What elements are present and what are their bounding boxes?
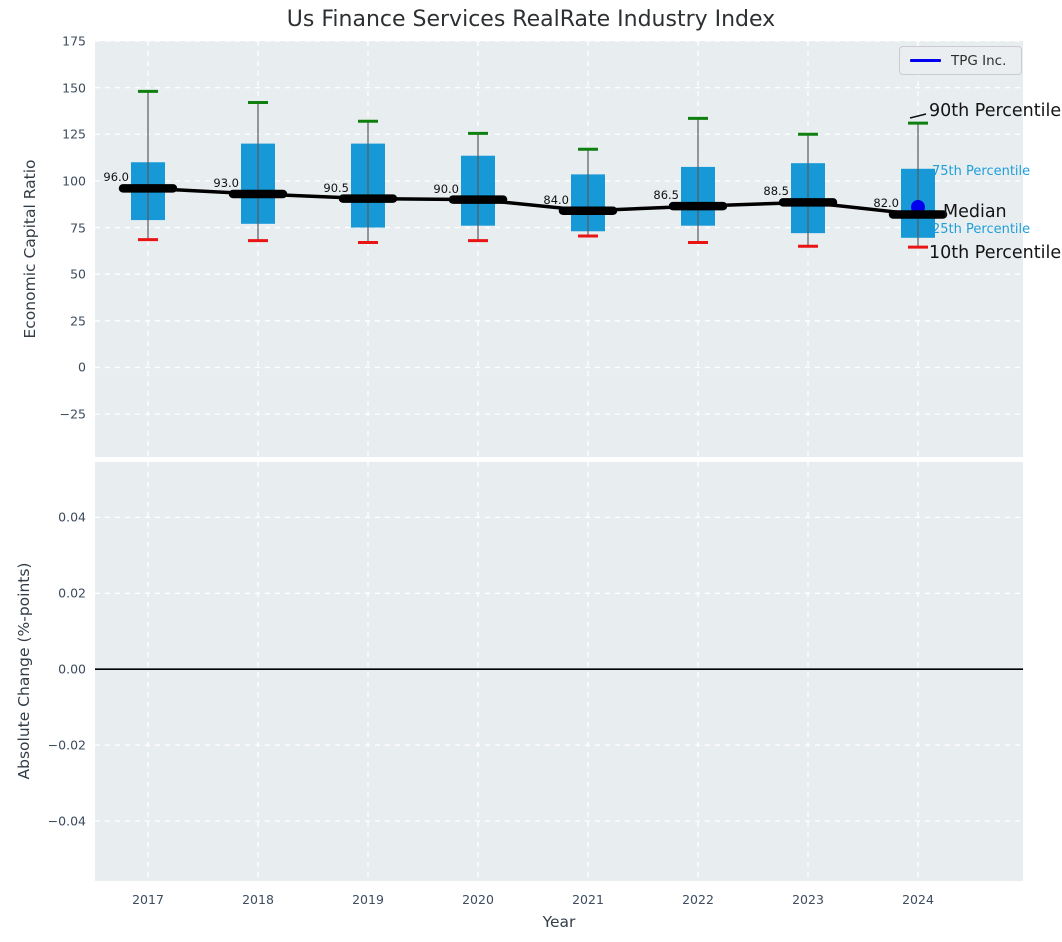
y-tick-label: 125 — [62, 126, 86, 142]
median-value-label: 84.0 — [543, 192, 569, 207]
median-value-label: 82.0 — [873, 196, 899, 211]
annotation-75th-percentile: 75th Percentile — [932, 164, 1031, 179]
legend: TPG Inc. — [899, 46, 1022, 75]
x-tick-label: 2017 — [132, 892, 164, 907]
x-tick-label: 2020 — [462, 892, 494, 907]
median-value-label: 96.0 — [103, 170, 129, 185]
annotation-90th-percentile: 90th Percentile — [929, 101, 1062, 121]
y-tick-label: 175 — [62, 33, 86, 49]
annotation-leader-90th — [909, 113, 927, 119]
bottom-axes — [95, 462, 1023, 881]
median-value-label: 90.5 — [323, 180, 349, 195]
bottom-axes-canvas — [95, 462, 1023, 881]
y-tick-label: −0.02 — [47, 737, 86, 753]
legend-line-sample — [910, 59, 941, 62]
top-axes-canvas — [95, 41, 1023, 457]
y-tick-label: −25 — [59, 406, 86, 422]
y-tick-label: 50 — [70, 266, 86, 282]
x-tick-label: 2018 — [242, 892, 274, 907]
annotation-median: Median — [943, 202, 1007, 222]
median-value-label: 93.0 — [213, 175, 239, 190]
y-tick-label: 0.02 — [58, 585, 86, 601]
y-tick-label: 100 — [62, 173, 86, 189]
x-tick-label: 2019 — [352, 892, 384, 907]
median-value-label: 88.5 — [763, 184, 789, 199]
y-tick-label: 0.04 — [58, 509, 86, 525]
annotation-25th-percentile: 25th Percentile — [932, 222, 1031, 237]
median-value-label: 86.5 — [653, 188, 679, 203]
median-value-label: 90.0 — [433, 181, 459, 196]
y-tick-label: 75 — [70, 220, 86, 236]
chart-title: Us Finance Services RealRate Industry In… — [286, 7, 776, 32]
y-tick-label: 0.00 — [58, 661, 86, 677]
x-axis-label: Year — [542, 913, 576, 931]
annotation-10th-percentile: 10th Percentile — [929, 243, 1062, 263]
y-tick-label: 25 — [70, 313, 86, 329]
y-tick-label: 0 — [78, 359, 86, 375]
x-tick-label: 2024 — [902, 892, 934, 907]
x-tick-label: 2021 — [572, 892, 604, 907]
top-axes — [95, 41, 1023, 457]
x-tick-label: 2023 — [792, 892, 824, 907]
legend-label: TPG Inc. — [951, 52, 1007, 69]
y-tick-label: 150 — [62, 80, 86, 96]
y-tick-label: −0.04 — [47, 813, 86, 829]
x-tick-label: 2022 — [682, 892, 714, 907]
